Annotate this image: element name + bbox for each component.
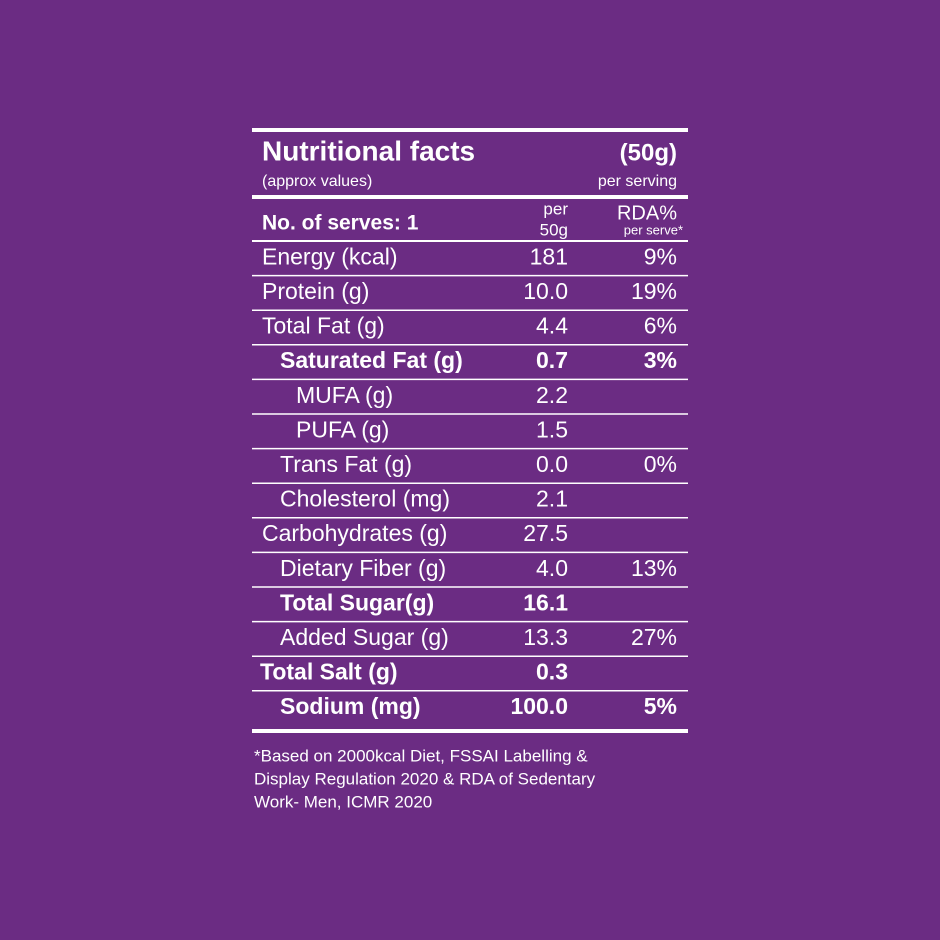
title: Nutritional facts — [262, 135, 475, 166]
nutrient-name: PUFA (g) — [296, 416, 389, 442]
footnote: *Based on 2000kcal Diet, FSSAI Labelling… — [254, 746, 596, 811]
nutrient-name: Total Fat (g) — [262, 313, 385, 339]
nutrient-value: 2.1 — [536, 486, 568, 512]
footnote-line: *Based on 2000kcal Diet, FSSAI Labelling… — [254, 746, 588, 765]
nutrient-value: 13.3 — [523, 624, 568, 650]
nutrient-name: Sodium (mg) — [280, 693, 421, 719]
nutrient-rda: 6% — [644, 313, 677, 339]
nutrient-name: Cholesterol (mg) — [280, 486, 450, 512]
nutrient-name: Trans Fat (g) — [280, 451, 412, 477]
per-label: 50g — [540, 220, 568, 239]
nutrient-value: 4.0 — [536, 555, 568, 581]
rda-label: RDA% — [617, 202, 677, 224]
nutrient-value: 0.7 — [536, 347, 568, 373]
nutrient-name: Energy (kcal) — [262, 243, 397, 269]
subtitle: (approx values) — [262, 173, 372, 190]
nutrient-value: 0.0 — [536, 451, 568, 477]
nutrient-rda: 9% — [644, 243, 677, 269]
serving-note: per serving — [598, 173, 677, 190]
nutrient-name: Total Sugar(g) — [280, 589, 434, 615]
serves: No. of serves: 1 — [262, 212, 419, 235]
nutrient-value: 0.3 — [536, 659, 568, 685]
nutrient-value: 181 — [530, 243, 568, 269]
nutrient-rda: 5% — [644, 693, 677, 719]
nutrient-name: Added Sugar (g) — [280, 624, 449, 650]
serving-size: (50g) — [620, 139, 677, 166]
nutrient-name: MUFA (g) — [296, 382, 393, 408]
nutrient-rda: 3% — [644, 347, 677, 373]
nutrient-value: 2.2 — [536, 382, 568, 408]
per-label: per — [543, 199, 568, 218]
nutrient-value: 100.0 — [510, 693, 568, 719]
nutrient-rda: 27% — [631, 624, 677, 650]
nutrient-value: 27.5 — [523, 520, 568, 546]
nutrient-name: Carbohydrates (g) — [262, 520, 447, 546]
nutrient-name: Total Salt (g) — [260, 659, 398, 685]
nutrient-name: Dietary Fiber (g) — [280, 555, 446, 581]
nutrient-name: Saturated Fat (g) — [280, 347, 463, 373]
nutrient-value: 1.5 — [536, 416, 568, 442]
nutrient-rda: 0% — [644, 451, 677, 477]
nutrient-rda: 19% — [631, 278, 677, 304]
footnote-line: Work- Men, ICMR 2020 — [254, 792, 432, 811]
rows: Energy (kcal) 181 9% Protein (g) 10.0 19% Tota… — [252, 243, 688, 719]
nutrient-value: 10.0 — [523, 278, 568, 304]
nutrient-rda: 13% — [631, 555, 677, 581]
nutrient-value: 16.1 — [523, 589, 568, 615]
nutrient-value: 4.4 — [536, 313, 568, 339]
nutrient-name: Protein (g) — [262, 278, 369, 304]
footnote-line: Display Regulation 2020 & RDA of Sedenta… — [254, 769, 596, 788]
rda-label: per serve* — [624, 222, 683, 237]
